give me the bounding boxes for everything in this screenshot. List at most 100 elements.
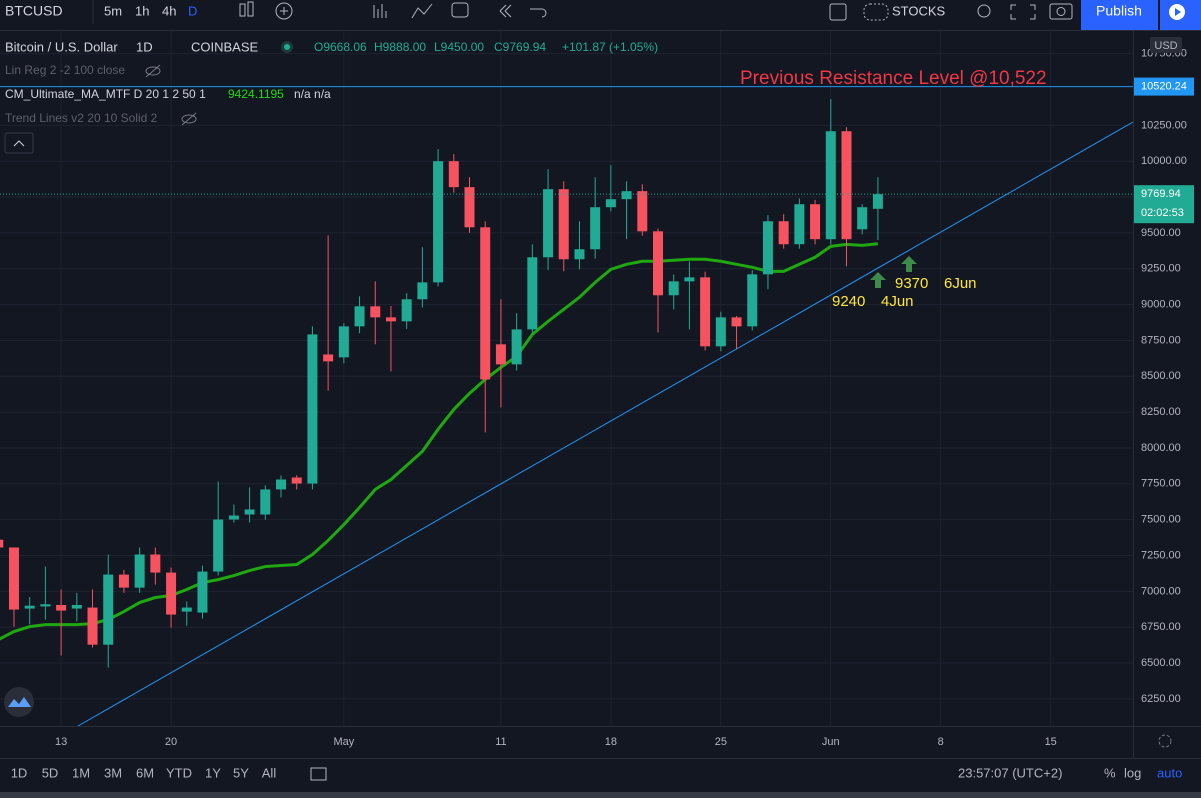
price-label: 10520.24 bbox=[1141, 81, 1187, 93]
candle-body bbox=[590, 207, 601, 250]
candle-body bbox=[794, 204, 805, 245]
candle-body bbox=[810, 204, 821, 240]
symbol[interactable]: BTCUSD bbox=[5, 3, 63, 19]
candle-body bbox=[338, 326, 349, 358]
indicator-name: Lin Reg 2 -2 100 close bbox=[5, 63, 125, 77]
y-tick-label: 7500.00 bbox=[1141, 514, 1181, 526]
indicator-value: n/a n/a bbox=[294, 87, 331, 101]
range-button[interactable]: All bbox=[262, 765, 277, 780]
arrow bbox=[901, 256, 917, 272]
candle-body bbox=[197, 571, 208, 613]
legend-low: L9450.00 bbox=[434, 40, 484, 54]
candle-body bbox=[668, 281, 679, 296]
candle-body bbox=[401, 299, 412, 322]
price-label-bg bbox=[1134, 77, 1194, 96]
annotation: Previous Resistance Level @10,522 bbox=[740, 68, 1047, 89]
legend-change: +101.87 (+1.05%) bbox=[562, 40, 658, 54]
candle-body bbox=[495, 344, 506, 365]
bottom-bar: 1D 5D 1M 3M 6M YTD 1Y 5Y All bbox=[11, 765, 277, 780]
range-button[interactable]: YTD bbox=[166, 765, 192, 780]
y-tick-label: 8250.00 bbox=[1141, 406, 1181, 418]
candle-body bbox=[166, 572, 177, 615]
annotation: 4Jun bbox=[881, 293, 914, 310]
annotation: 9370 bbox=[895, 275, 928, 292]
candle-body bbox=[213, 519, 224, 572]
auto-toggle[interactable]: auto bbox=[1157, 765, 1182, 780]
indicator-value: 9424.1195 bbox=[228, 87, 284, 101]
candle-body bbox=[118, 574, 129, 588]
settings-icon[interactable] bbox=[1158, 734, 1172, 748]
candle-body bbox=[385, 317, 396, 322]
candle-body bbox=[0, 539, 4, 548]
publish-label[interactable]: Publish bbox=[1096, 3, 1142, 19]
legend-exchange: COINBASE bbox=[191, 39, 259, 54]
range-button[interactable]: 1M bbox=[72, 765, 90, 780]
y-tick-label: 8500.00 bbox=[1141, 370, 1181, 382]
interval[interactable]: 5m bbox=[104, 3, 122, 18]
candle-body bbox=[307, 334, 318, 484]
interval[interactable]: 4h bbox=[162, 3, 176, 18]
candle-body bbox=[715, 317, 726, 347]
frame-edge bbox=[0, 792, 1201, 798]
y-tick-label: 10000.00 bbox=[1141, 155, 1187, 167]
candle-body bbox=[40, 604, 51, 607]
candle-body bbox=[543, 189, 554, 258]
interval[interactable]: 1h bbox=[135, 3, 149, 18]
candle-body bbox=[605, 199, 616, 208]
y-tick-label: 7250.00 bbox=[1141, 549, 1181, 561]
publish-button[interactable] bbox=[1081, 0, 1158, 30]
price-label-bg bbox=[1134, 185, 1194, 224]
currency: USD bbox=[1154, 40, 1177, 52]
candle-body bbox=[511, 329, 522, 365]
interval[interactable]: D bbox=[188, 3, 197, 18]
candle-body bbox=[103, 574, 114, 645]
y-tick-label: 6750.00 bbox=[1141, 621, 1181, 633]
y-tick-label: 9000.00 bbox=[1141, 298, 1181, 310]
y-tick-label: 8000.00 bbox=[1141, 442, 1181, 454]
moving-average bbox=[0, 242, 879, 641]
logo bbox=[4, 687, 34, 717]
candle-body bbox=[24, 605, 35, 609]
candle-body bbox=[370, 306, 381, 318]
candle-body bbox=[872, 194, 883, 209]
candle-body bbox=[857, 207, 868, 230]
y-tick-label: 10250.00 bbox=[1141, 119, 1187, 131]
legend-high: H9888.00 bbox=[374, 40, 426, 54]
collapse-icon bbox=[13, 140, 25, 147]
candle-body bbox=[762, 221, 773, 275]
stocks-menu[interactable]: STOCKS bbox=[892, 3, 946, 18]
candle-body bbox=[433, 161, 444, 283]
x-tick-label: May bbox=[333, 736, 354, 748]
annotation: 9240 bbox=[832, 293, 865, 310]
legend-open: O9668.06 bbox=[314, 40, 367, 54]
compare-icon[interactable] bbox=[310, 767, 327, 781]
hidden-icons[interactable] bbox=[145, 64, 197, 126]
y-tick-label: 9500.00 bbox=[1141, 227, 1181, 239]
status-dot bbox=[284, 44, 290, 50]
collapse-button[interactable] bbox=[4, 132, 34, 154]
x-tick-label: 18 bbox=[605, 736, 617, 748]
x-tick-label: 11 bbox=[495, 736, 506, 748]
range-button[interactable]: 1Y bbox=[205, 765, 221, 780]
x-tick-label: 20 bbox=[165, 736, 177, 748]
currency-badge bbox=[1150, 37, 1182, 53]
candle-body bbox=[448, 161, 459, 188]
log-toggle[interactable]: log bbox=[1124, 765, 1141, 780]
legend-title: Bitcoin / U.S. Dollar bbox=[5, 39, 118, 54]
legend-close: C9769.94 bbox=[494, 40, 546, 54]
range-button[interactable]: 5Y bbox=[233, 765, 249, 780]
candle-body bbox=[558, 189, 569, 260]
candle-body bbox=[621, 191, 632, 200]
range-button[interactable]: 3M bbox=[104, 765, 122, 780]
candle-body bbox=[134, 554, 145, 588]
clock: 23:57:07 (UTC+2) bbox=[958, 765, 1062, 780]
price-label: 9769.94 bbox=[1141, 188, 1181, 200]
range-button[interactable]: 5D bbox=[42, 765, 59, 780]
candle-body bbox=[464, 187, 475, 228]
range-button[interactable]: 6M bbox=[136, 765, 154, 780]
candle-body bbox=[747, 274, 758, 327]
percent-toggle[interactable]: % bbox=[1104, 765, 1116, 780]
range-button[interactable]: 1D bbox=[11, 765, 28, 780]
